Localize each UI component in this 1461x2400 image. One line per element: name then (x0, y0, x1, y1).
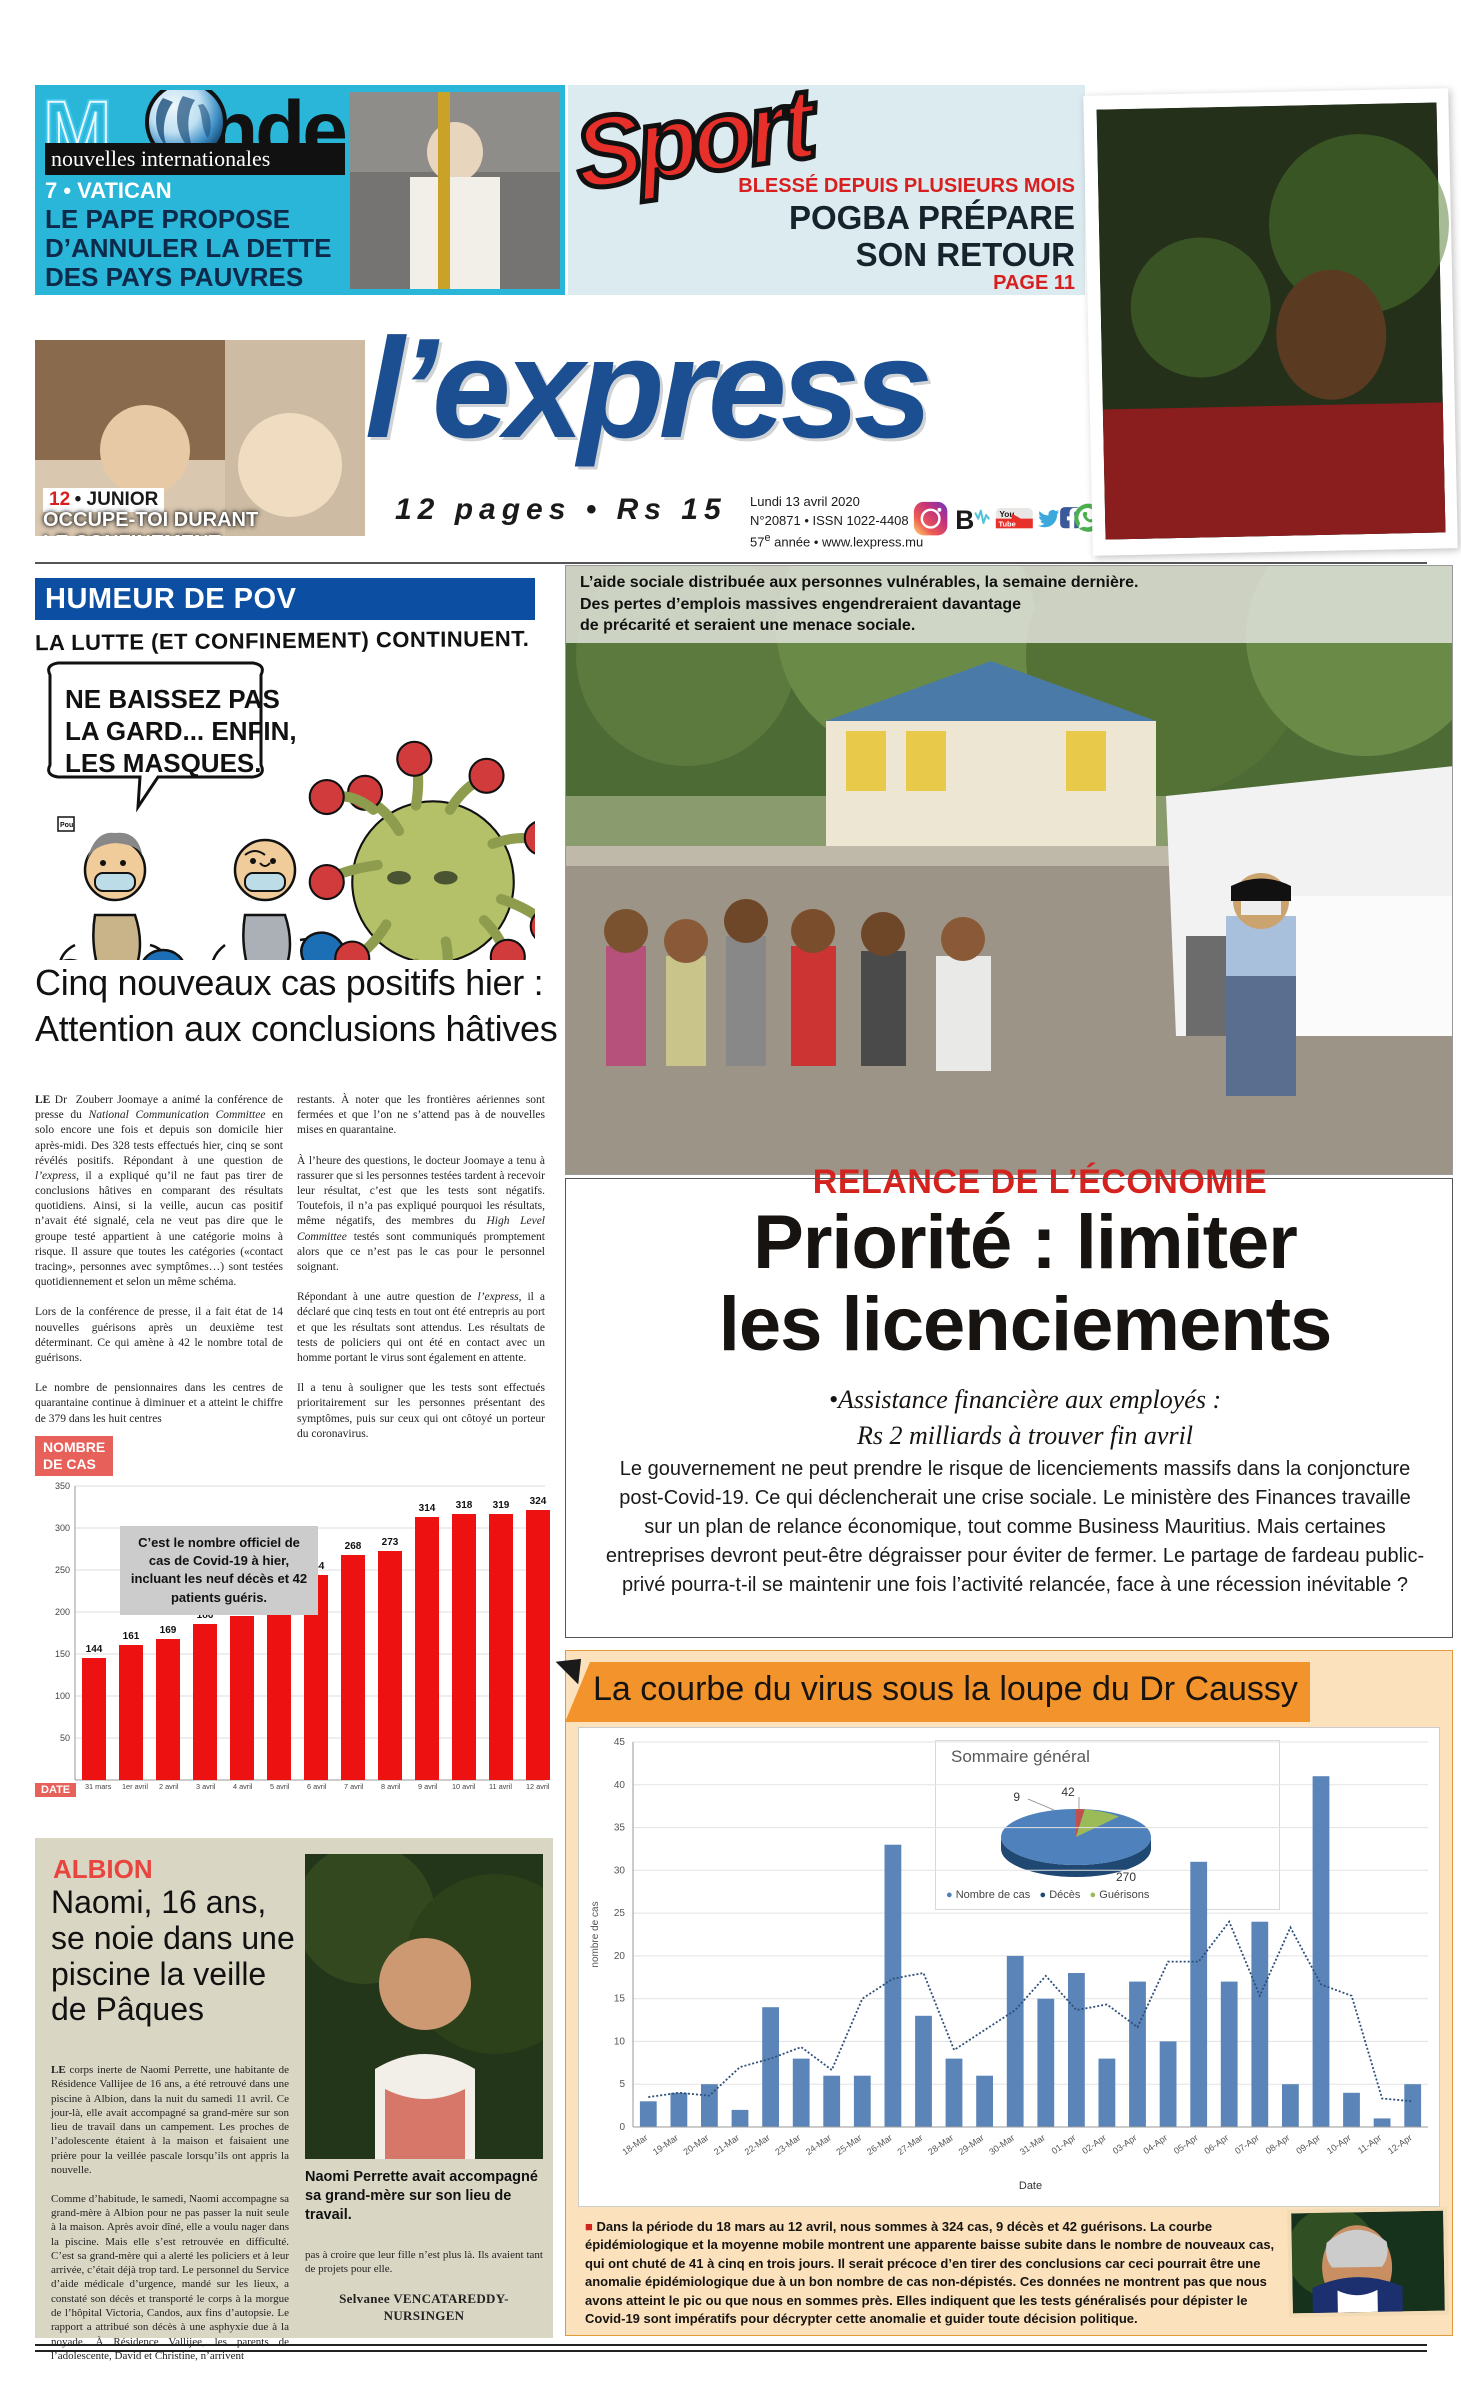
svg-text:LA GARD... ENFIN,: LA GARD... ENFIN, (65, 716, 297, 746)
svg-text:Tube: Tube (998, 520, 1015, 529)
svg-text:324: 324 (530, 1496, 547, 1507)
svg-text:12 avril: 12 avril (526, 1782, 550, 1791)
svg-text:12-Apr: 12-Apr (1386, 2132, 1414, 2156)
svg-text:LES MASQUES.: LES MASQUES. (65, 748, 261, 778)
svg-text:50: 50 (60, 1733, 70, 1743)
svg-text:26-Mar: 26-Mar (865, 2132, 894, 2157)
svg-text:144: 144 (86, 1644, 103, 1655)
svg-text:4 avril: 4 avril (233, 1782, 253, 1791)
svg-text:318: 318 (456, 1500, 473, 1511)
svg-text:9 avril: 9 avril (418, 1782, 438, 1791)
svg-text:350: 350 (55, 1481, 70, 1491)
svg-text:B: B (955, 505, 974, 535)
svg-text:23-Mar: 23-Mar (773, 2132, 802, 2157)
svg-text:04-Apr: 04-Apr (1141, 2132, 1169, 2156)
svg-text:10 avril: 10 avril (452, 1782, 476, 1791)
svg-text:314: 314 (419, 1503, 436, 1514)
svg-text:8 avril: 8 avril (381, 1782, 401, 1791)
svg-text:319: 319 (493, 1500, 510, 1511)
svg-text:5 avril: 5 avril (270, 1782, 290, 1791)
svg-text:18-Mar: 18-Mar (620, 2132, 649, 2157)
svg-text:Date: Date (1019, 2180, 1042, 2192)
svg-text:25: 25 (614, 1908, 626, 1919)
svg-text:10-Apr: 10-Apr (1325, 2132, 1353, 2156)
svg-text:05-Apr: 05-Apr (1172, 2132, 1200, 2156)
svg-text:20-Mar: 20-Mar (681, 2132, 710, 2157)
svg-text:22-Mar: 22-Mar (743, 2132, 772, 2157)
svg-text:06-Apr: 06-Apr (1202, 2132, 1230, 2156)
svg-text:11-Apr: 11-Apr (1356, 2132, 1383, 2155)
svg-text:45: 45 (614, 1737, 626, 1748)
svg-text:30-Mar: 30-Mar (987, 2132, 1016, 2157)
svg-text:30: 30 (614, 1865, 626, 1876)
svg-text:100: 100 (55, 1691, 70, 1701)
svg-text:25-Mar: 25-Mar (834, 2132, 863, 2157)
svg-text:07-Apr: 07-Apr (1233, 2132, 1261, 2156)
svg-text:02-Apr: 02-Apr (1080, 2132, 1108, 2156)
svg-text:27-Mar: 27-Mar (896, 2132, 925, 2157)
svg-text:31-Mar: 31-Mar (1018, 2132, 1047, 2157)
svg-text:31 mars: 31 mars (85, 1782, 112, 1791)
svg-text:28-Mar: 28-Mar (926, 2132, 955, 2157)
svg-text:08-Apr: 08-Apr (1264, 2132, 1292, 2156)
svg-text:24-Mar: 24-Mar (804, 2132, 833, 2157)
svg-text:nombre de cas: nombre de cas (590, 1901, 601, 1967)
svg-text:01-Apr: 01-Apr (1050, 2132, 1078, 2156)
svg-text:6 avril: 6 avril (307, 1782, 327, 1791)
svg-text:21-Mar: 21-Mar (712, 2132, 741, 2157)
svg-text:0: 0 (619, 2122, 625, 2133)
svg-text:300: 300 (55, 1523, 70, 1533)
svg-text:10: 10 (614, 2036, 626, 2047)
svg-text:169: 169 (160, 1625, 177, 1636)
svg-text:29-Mar: 29-Mar (957, 2132, 986, 2157)
svg-text:273: 273 (382, 1537, 399, 1548)
svg-text:11 avril: 11 avril (489, 1782, 512, 1791)
svg-text:35: 35 (614, 1823, 626, 1834)
svg-text:5: 5 (619, 2079, 625, 2090)
svg-text:Pou: Pou (60, 822, 73, 829)
svg-text:250: 250 (55, 1565, 70, 1575)
svg-text:161: 161 (123, 1631, 140, 1642)
svg-text:200: 200 (55, 1607, 70, 1617)
svg-text:NE BAISSEZ PAS: NE BAISSEZ PAS (65, 684, 280, 714)
svg-text:268: 268 (345, 1541, 362, 1552)
svg-text:15: 15 (614, 1994, 626, 2005)
svg-text:7 avril: 7 avril (344, 1782, 364, 1791)
svg-text:09-Apr: 09-Apr (1294, 2132, 1322, 2156)
svg-text:150: 150 (55, 1649, 70, 1659)
svg-text:20: 20 (614, 1951, 626, 1962)
svg-text:2 avril: 2 avril (159, 1782, 179, 1791)
svg-text:19-Mar: 19-Mar (651, 2132, 680, 2157)
svg-text:03-Apr: 03-Apr (1111, 2132, 1139, 2156)
svg-text:3 avril: 3 avril (196, 1782, 216, 1791)
svg-text:40: 40 (614, 1780, 626, 1791)
svg-text:1er avril: 1er avril (122, 1782, 148, 1791)
